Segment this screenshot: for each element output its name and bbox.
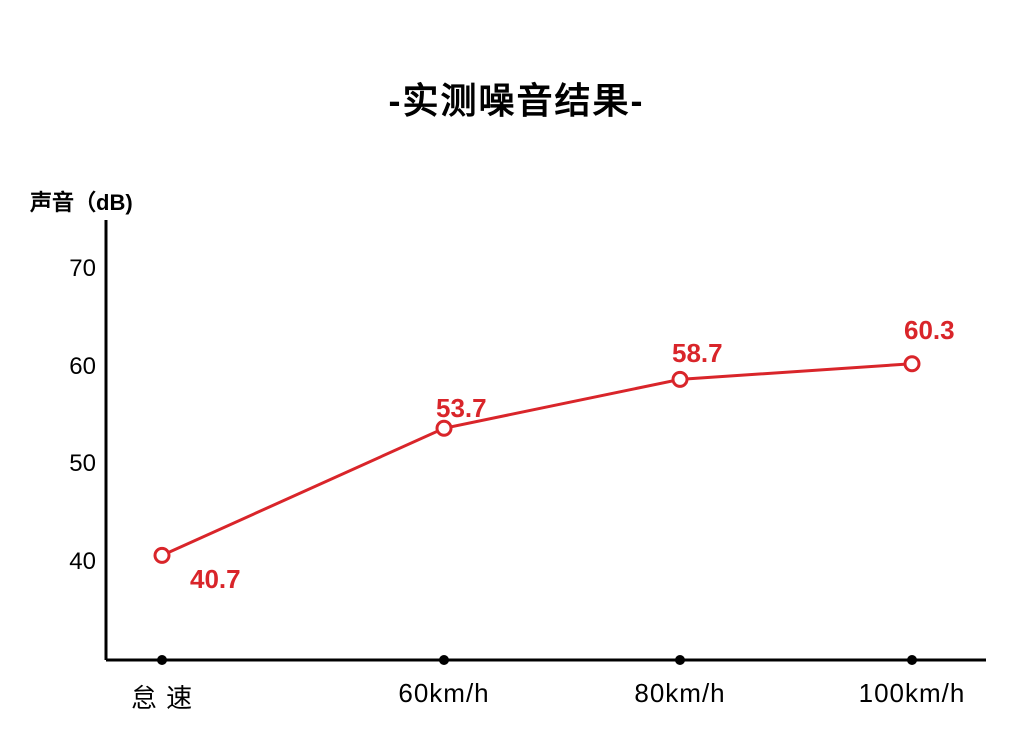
x-tick-label: 怠 速	[72, 678, 252, 715]
x-tick-dot	[157, 655, 167, 665]
y-tick-label: 70	[56, 255, 96, 283]
data-marker	[905, 357, 919, 371]
x-tick-label: 80km/h	[590, 678, 770, 709]
y-tick-label: 60	[56, 353, 96, 381]
y-tick-label: 50	[56, 450, 96, 478]
value-label: 58.7	[672, 338, 723, 369]
data-line	[162, 364, 912, 556]
x-tick-dot	[439, 655, 449, 665]
data-marker	[673, 372, 687, 386]
x-tick-dot	[907, 655, 917, 665]
value-label: 60.3	[904, 315, 955, 346]
data-marker	[155, 548, 169, 562]
chart-canvas	[0, 0, 1033, 755]
value-label: 40.7	[190, 564, 241, 595]
x-tick-label: 60km/h	[354, 678, 534, 709]
x-tick-label: 100km/h	[822, 678, 1002, 709]
y-tick-label: 40	[56, 548, 96, 576]
value-label: 53.7	[436, 393, 487, 424]
x-tick-dot	[675, 655, 685, 665]
